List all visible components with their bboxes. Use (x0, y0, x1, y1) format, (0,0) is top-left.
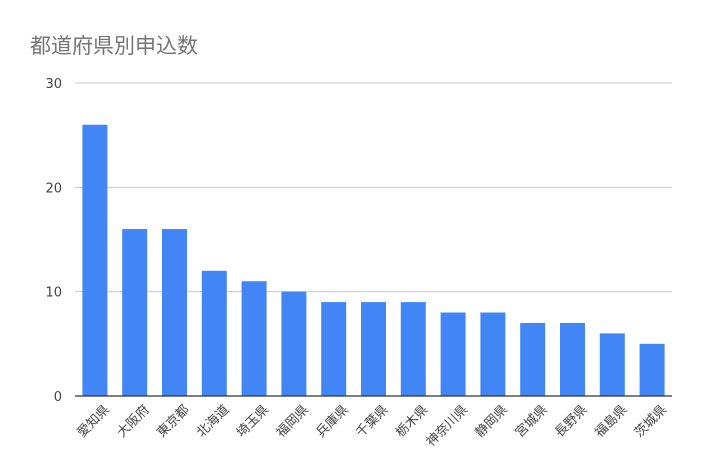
y-tick-label: 20 (45, 181, 62, 196)
x-tick-label: 大阪府 (115, 402, 153, 440)
bar (560, 322, 585, 396)
bar (440, 312, 466, 396)
x-tick-label: 埼玉県 (234, 402, 272, 440)
x-tick-label: 千葉県 (353, 402, 391, 440)
bar (361, 302, 386, 396)
y-tick-label: 30 (45, 77, 62, 92)
bar (400, 302, 426, 396)
bar (599, 333, 625, 396)
x-tick-label: 茨城県 (632, 402, 670, 440)
y-tick-label: 10 (45, 286, 62, 301)
x-tick-label: 宮城県 (512, 402, 551, 441)
x-tick-label: 静岡県 (473, 402, 511, 440)
x-tick-label: 神奈川県 (424, 402, 471, 449)
bar (480, 312, 506, 396)
x-tick-label: 北海道 (194, 402, 232, 440)
bar (281, 291, 307, 396)
x-tick-label: 栃木県 (393, 402, 431, 440)
bar (520, 322, 546, 396)
bar (162, 229, 187, 396)
x-tick-label: 福島県 (592, 402, 630, 440)
bar (82, 124, 108, 396)
x-tick-label: 東京都 (154, 402, 193, 441)
bar (321, 302, 347, 396)
x-tick-label: 兵庫県 (314, 402, 352, 440)
x-tick-label: 長野県 (552, 402, 590, 440)
bar (122, 229, 148, 396)
bar (201, 270, 227, 396)
bar (241, 281, 267, 396)
x-tick-label: 愛知県 (74, 402, 113, 441)
x-tick-label: 福岡県 (274, 402, 312, 440)
bar (639, 343, 665, 396)
y-tick-label: 0 (54, 390, 62, 405)
chart-title: 都道府県別申込数 (30, 34, 198, 58)
